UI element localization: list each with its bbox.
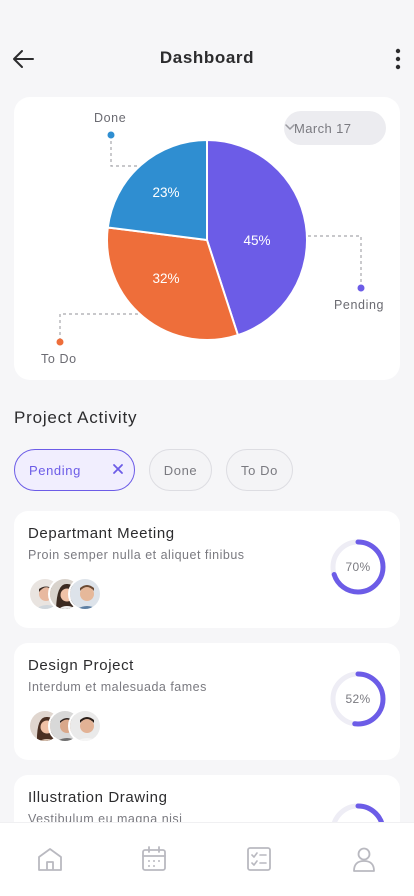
nav-home[interactable] bbox=[36, 845, 64, 873]
slice-todo bbox=[106, 226, 240, 341]
todo-leader-dot bbox=[56, 338, 64, 346]
pie-chart: 45% 32% 23% Done Pending To Do bbox=[41, 111, 384, 366]
checklist-icon bbox=[247, 847, 271, 871]
back-button[interactable] bbox=[6, 42, 40, 76]
calendar-icon bbox=[142, 846, 166, 871]
nav-profile[interactable] bbox=[350, 845, 378, 873]
progress-arc bbox=[330, 671, 386, 727]
filter-chip-label: Pending bbox=[29, 462, 81, 478]
nav-tasks[interactable] bbox=[245, 845, 273, 873]
nav-calendar[interactable] bbox=[140, 845, 168, 873]
bottom-nav bbox=[0, 822, 414, 896]
task-description: Proin semper nulla et aliquet finibus bbox=[28, 548, 245, 562]
task-title: Departmant Meeting bbox=[28, 525, 175, 542]
section-title: Project Activity bbox=[14, 408, 138, 427]
legend-todo: To Do bbox=[41, 352, 77, 366]
filter-chip-todo[interactable]: To Do bbox=[226, 449, 293, 491]
date-dropdown[interactable]: March 17 bbox=[284, 111, 386, 145]
chart-card: 45% 32% 23% Done Pending To Do March 17 bbox=[14, 97, 400, 380]
progress-ring: 52% bbox=[330, 671, 386, 727]
done-leader-dot bbox=[107, 131, 115, 139]
profile-icon bbox=[353, 847, 375, 872]
header: Dashboard bbox=[0, 30, 414, 86]
slice-done bbox=[106, 138, 208, 242]
filter-chip-label: To Do bbox=[241, 462, 278, 478]
legend-pending: Pending bbox=[334, 298, 384, 312]
filter-chip-done[interactable]: Done bbox=[149, 449, 212, 491]
task-card[interactable]: Design Project Interdum et malesuada fam… bbox=[14, 643, 400, 760]
more-menu-button[interactable] bbox=[386, 42, 410, 76]
page-title: Dashboard bbox=[159, 48, 255, 67]
progress-ring: 70% bbox=[330, 539, 386, 595]
progress-value: 70% bbox=[345, 560, 371, 574]
slice-label-pending: 45% bbox=[243, 233, 270, 248]
progress-arc bbox=[330, 539, 386, 595]
slice-label-done: 23% bbox=[152, 185, 179, 200]
vertical-dots-icon bbox=[395, 48, 401, 70]
filter-chip-label: Done bbox=[163, 462, 198, 478]
slice-label-todo: 32% bbox=[152, 271, 179, 286]
arrow-left-icon bbox=[13, 50, 34, 68]
task-title: Design Project bbox=[28, 657, 134, 674]
pending-leader-dot bbox=[357, 284, 365, 292]
date-dropdown-value: March 17 bbox=[294, 120, 352, 136]
slice-pending bbox=[206, 138, 308, 337]
task-description: Interdum et malesuada fames bbox=[28, 680, 207, 694]
close-icon[interactable] bbox=[112, 463, 124, 475]
filter-chip-pending[interactable]: Pending bbox=[14, 449, 135, 491]
task-title: Illustration Drawing bbox=[28, 789, 168, 806]
avatar[interactable] bbox=[68, 577, 102, 611]
chevron-down-icon bbox=[285, 124, 295, 130]
progress-value: 52% bbox=[345, 692, 371, 706]
avatar[interactable] bbox=[68, 709, 102, 743]
task-card[interactable]: Departmant Meeting Proin semper nulla et… bbox=[14, 511, 400, 628]
legend-done: Done bbox=[94, 111, 126, 125]
home-icon bbox=[38, 848, 62, 871]
